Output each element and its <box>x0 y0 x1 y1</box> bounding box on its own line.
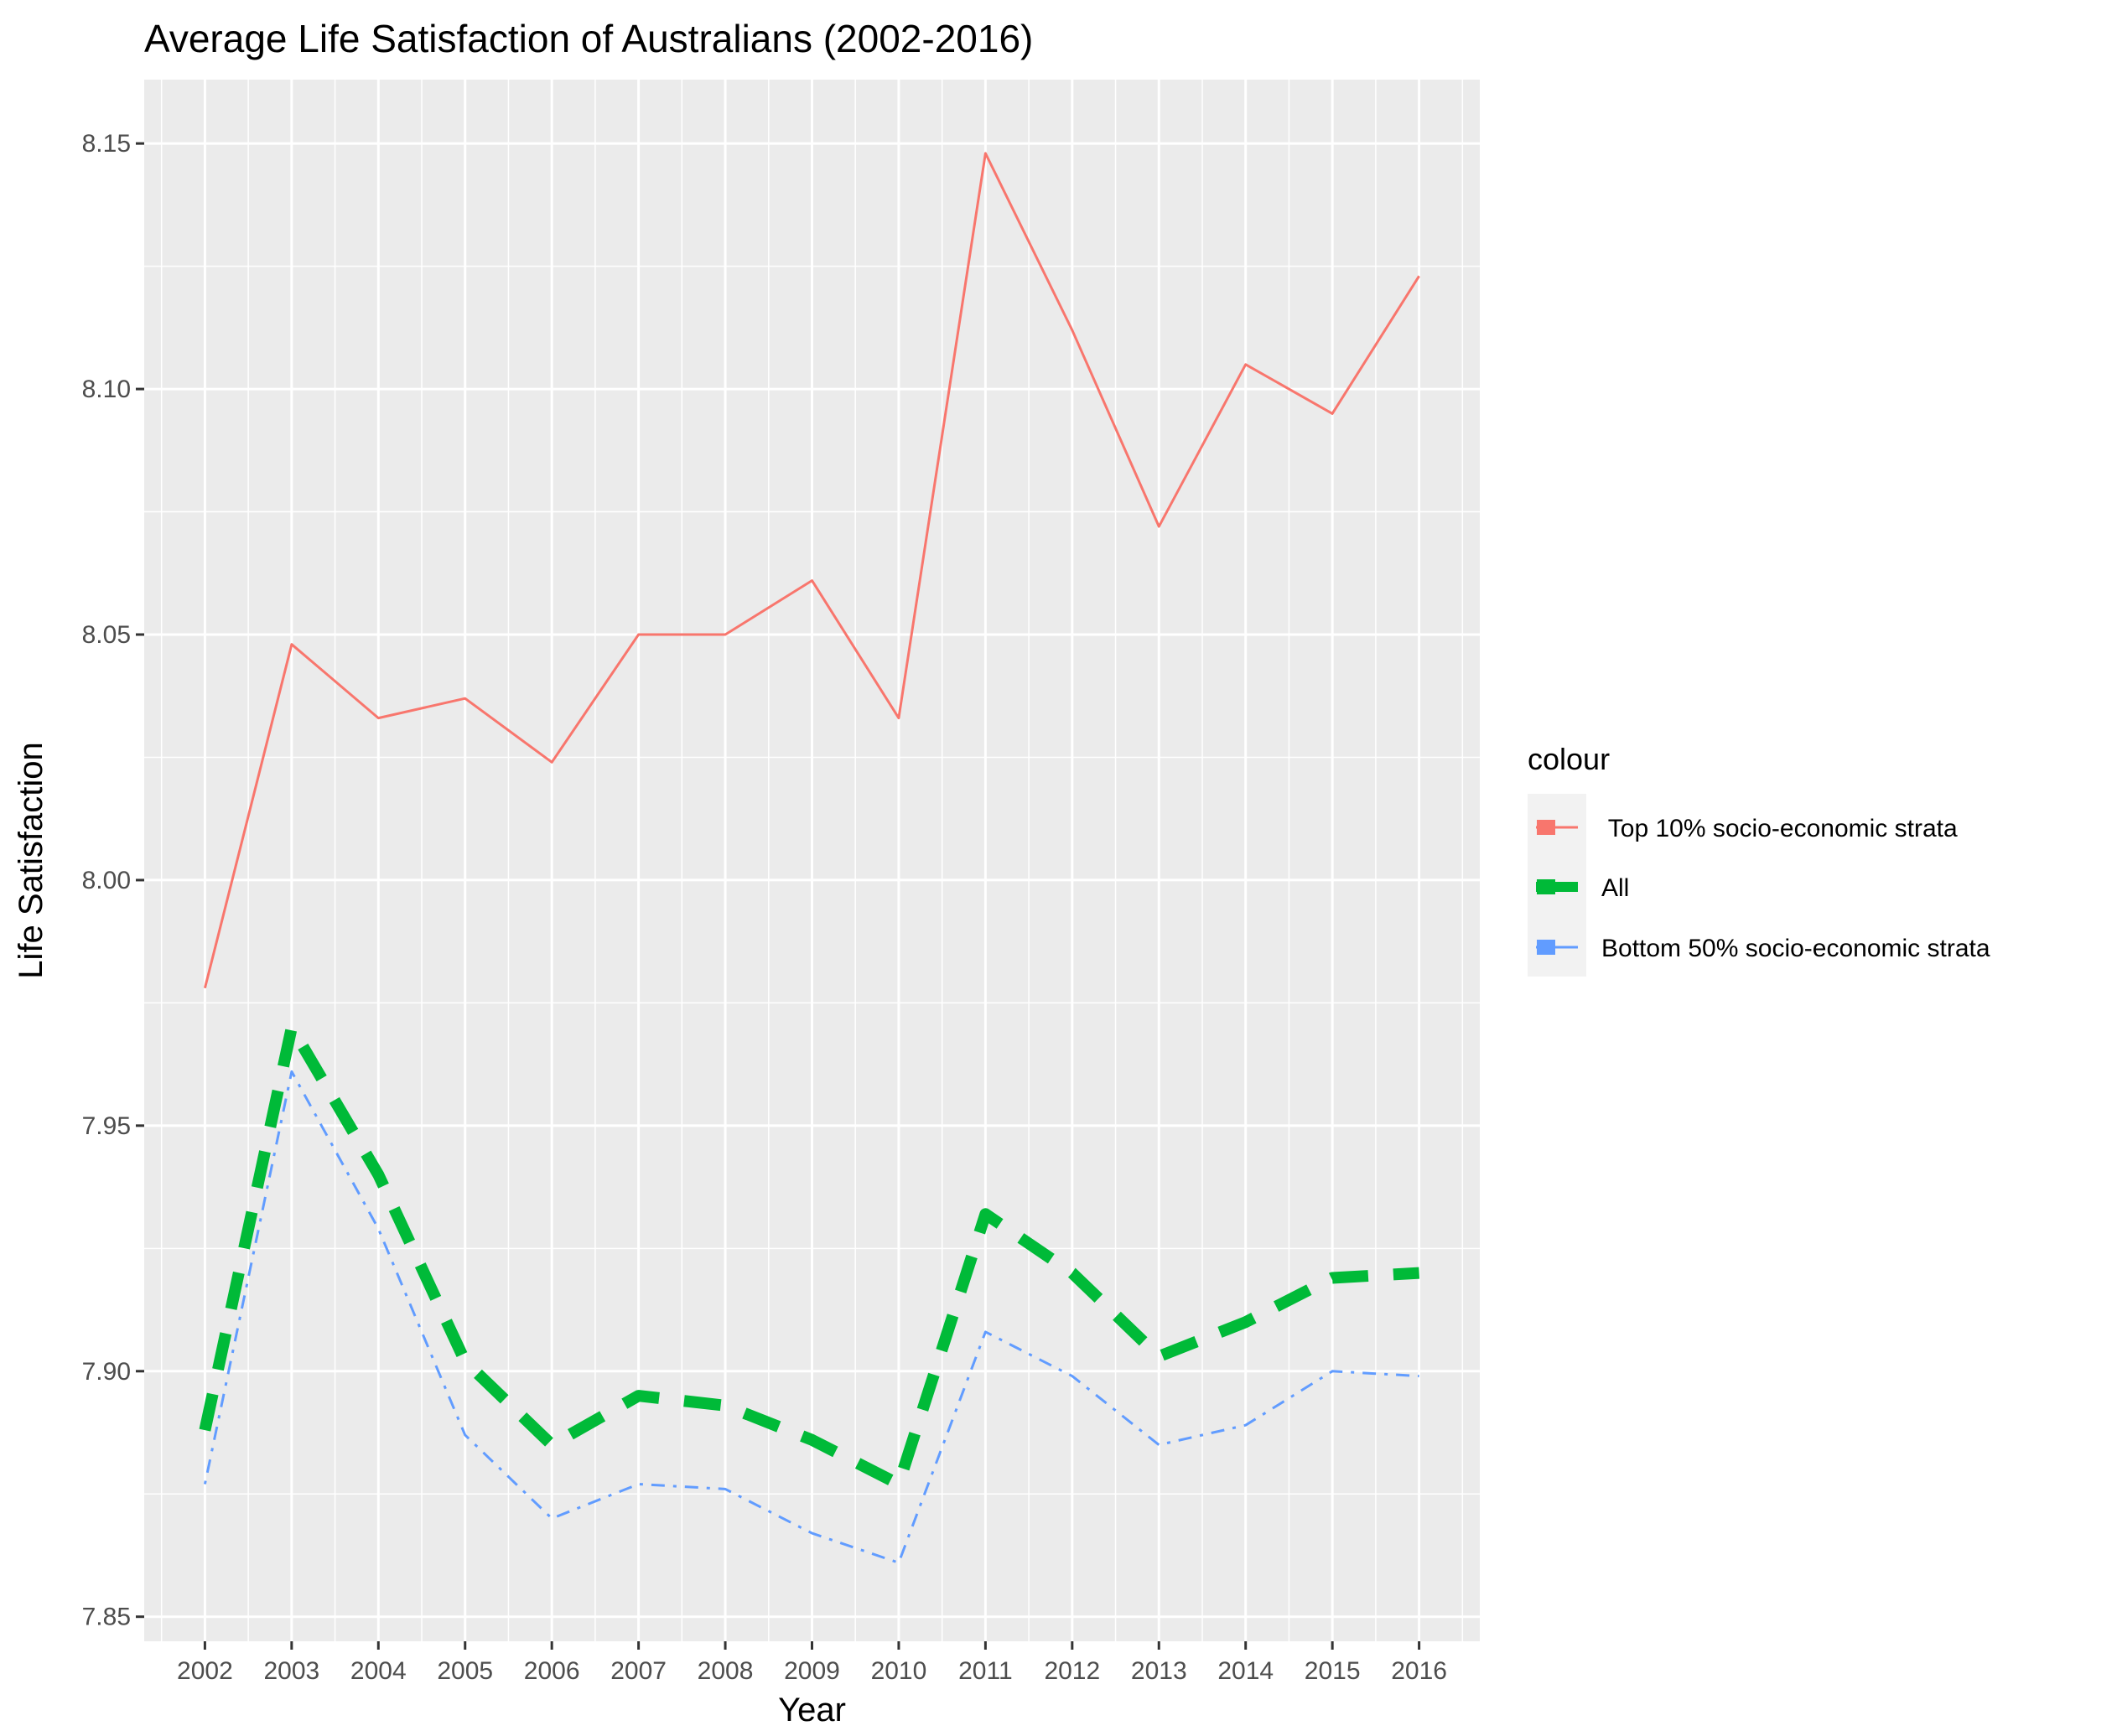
legend-items: Top 10% socio-economic strata All Bottom 5… <box>1536 815 1990 962</box>
legend-fill-swatch <box>1537 820 1555 835</box>
legend-key-1 <box>1536 879 1578 894</box>
y-tick-label: 8.05 <box>82 621 131 649</box>
x-axis: 2002 2003 2004 2005 2006 2007 2008 2009 2010 2011… <box>177 1641 1447 1685</box>
series-line-1 <box>199 1021 1419 1490</box>
y-axis: 7.85 7.90 7.95 8.00 8.05 8.10 8.15 <box>82 130 144 1631</box>
y-tick-label: 8.00 <box>82 867 131 894</box>
x-tick-label: 2012 <box>1044 1657 1100 1685</box>
series-layer <box>199 152 1420 1564</box>
x-tick-label: 2009 <box>784 1657 840 1685</box>
x-tick-label: 2010 <box>871 1657 927 1685</box>
x-tick-label: 2014 <box>1217 1657 1274 1685</box>
legend-fill-swatch <box>1537 940 1555 955</box>
y-tick-label: 7.90 <box>82 1358 131 1386</box>
y-tick-label: 7.85 <box>82 1604 131 1631</box>
x-tick-label: 2002 <box>177 1657 233 1685</box>
legend-key-0 <box>1536 820 1578 835</box>
x-tick-label: 2006 <box>524 1657 580 1685</box>
x-tick-label: 2008 <box>698 1657 754 1685</box>
y-tick-label: 8.15 <box>82 130 131 158</box>
chart-title: Average Life Satisfaction of Australians… <box>144 17 1033 60</box>
x-tick-label: 2007 <box>610 1657 667 1685</box>
series-line-0 <box>203 152 1420 989</box>
legend-title: colour <box>1528 742 1610 776</box>
y-axis-title: Life Satisfaction <box>13 742 49 978</box>
legend-label: Bottom 50% socio-economic strata <box>1601 935 1990 962</box>
x-axis-title: Year <box>778 1692 846 1728</box>
x-tick-label: 2016 <box>1391 1657 1447 1685</box>
legend-fill-swatch <box>1537 879 1555 894</box>
x-tick-label: 2015 <box>1305 1657 1361 1685</box>
series-line-2 <box>203 1070 1419 1564</box>
legend-key-2 <box>1536 940 1578 955</box>
y-tick-label: 8.10 <box>82 376 131 403</box>
x-tick-label: 2003 <box>263 1657 319 1685</box>
legend-label: Top 10% socio-economic strata <box>1601 815 1958 842</box>
legend-label: All <box>1601 874 1629 902</box>
x-tick-label: 2004 <box>350 1657 407 1685</box>
y-tick-label: 7.95 <box>82 1112 131 1140</box>
x-tick-label: 2011 <box>958 1657 1013 1685</box>
grid-major <box>144 80 1480 1641</box>
x-tick-label: 2005 <box>437 1657 493 1685</box>
legend: colour Top 10% socio-economic strata All B… <box>1528 742 1990 977</box>
x-tick-label: 2013 <box>1131 1657 1187 1685</box>
